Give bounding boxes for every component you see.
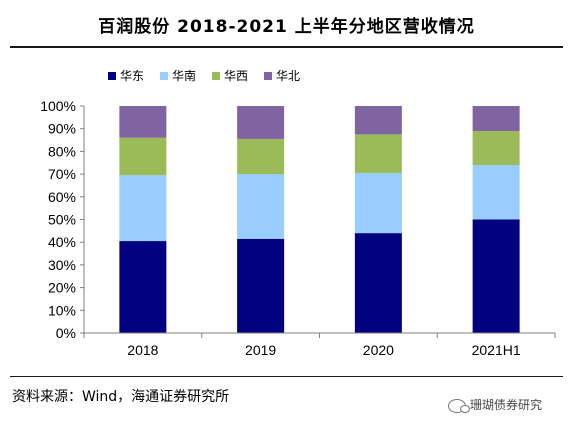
bar-segment-2021H1-华西 [473, 131, 520, 165]
x-tick-label-0: 2018 [127, 342, 158, 358]
bar-segment-2019-华北 [237, 106, 284, 139]
bar-segment-2020-华东 [355, 233, 402, 333]
legend-label-1: 华南 [172, 68, 196, 83]
bar-segment-2018-华东 [119, 241, 166, 333]
x-axis: 2018 2019 2020 2021H1 [84, 333, 555, 358]
bar-segment-2021H1-华东 [473, 220, 520, 334]
y-tick-label-5: 50% [48, 212, 76, 228]
legend-swatch-3 [264, 72, 272, 80]
bar-segment-2019-华西 [237, 139, 284, 174]
bar-segment-2018-华西 [119, 138, 166, 175]
y-tick-label-1: 10% [48, 302, 76, 318]
y-axis: 0% 10% 20% 30% 40% 50% 60% 70% 80% 90% 100% [40, 98, 84, 341]
legend-label-2: 华西 [224, 69, 248, 83]
bar-segment-2020-华西 [355, 134, 402, 173]
x-tick-label-1: 2019 [245, 342, 276, 358]
bars [119, 106, 519, 333]
x-tick-label-2: 2020 [363, 342, 394, 358]
y-tick-label-0: 0% [56, 325, 76, 341]
watermark: 珊瑚债券研究 [448, 396, 542, 413]
watermark-text: 珊瑚债券研究 [470, 398, 542, 412]
bar-segment-2020-华南 [355, 173, 402, 233]
y-tick-label-2: 20% [48, 280, 76, 296]
y-tick-label-9: 90% [48, 121, 76, 137]
bar-segment-2019-华南 [237, 174, 284, 239]
footer-divider [10, 376, 563, 377]
y-tick-label-6: 60% [48, 189, 76, 205]
y-tick-label-10: 100% [40, 98, 76, 114]
y-tick-label-8: 80% [48, 143, 76, 159]
legend-swatch-2 [212, 72, 220, 80]
bar-segment-2018-华北 [119, 106, 166, 138]
legend-label-3: 华北 [276, 69, 300, 83]
legend-swatch-1 [160, 72, 168, 80]
x-tick-label-3: 2021H1 [472, 342, 521, 358]
wechat-icon [448, 399, 466, 413]
bar-segment-2018-华南 [119, 175, 166, 241]
bar-segment-2020-华北 [355, 106, 402, 134]
bar-segment-2019-华东 [237, 239, 284, 333]
y-tick-label-7: 70% [48, 166, 76, 182]
bar-segment-2021H1-华北 [473, 106, 520, 131]
y-tick-label-3: 30% [48, 257, 76, 273]
legend-swatch-0 [108, 72, 116, 80]
stacked-bar-chart: 华东 华南 华西 华北 0% 10% 20% 30% 40% 50% 60% 70% 80% 90% 10… [0, 0, 573, 370]
legend-label-0: 华东 [120, 69, 144, 83]
source-note: 资料来源：Wind，海通证券研究所 [12, 386, 229, 406]
bar-segment-2021H1-华南 [473, 165, 520, 219]
legend: 华东 华南 华西 华北 [108, 68, 300, 83]
y-tick-label-4: 40% [48, 234, 76, 250]
